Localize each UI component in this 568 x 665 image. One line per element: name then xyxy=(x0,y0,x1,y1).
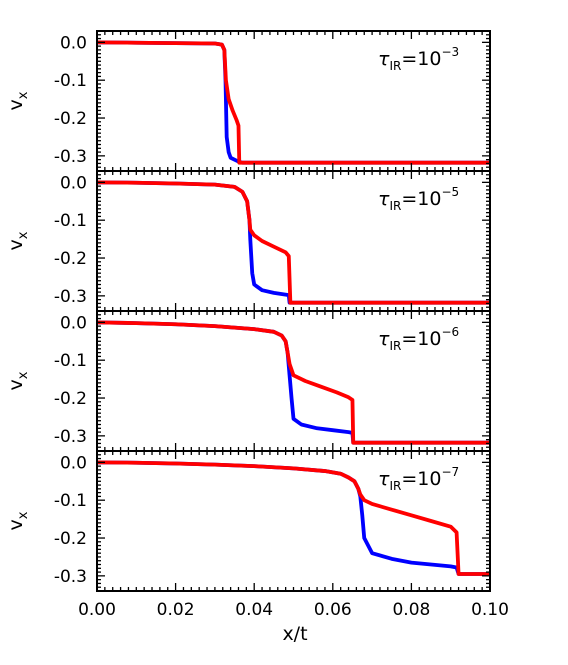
tau-exponent: −7 xyxy=(441,465,459,479)
y-tick-label: -0.2 xyxy=(54,389,87,409)
tau-base: =10 xyxy=(401,48,441,70)
tau-base: =10 xyxy=(401,328,441,350)
y-axis-label-subscript: x xyxy=(16,371,31,379)
y-axis-label-base: v xyxy=(5,519,27,530)
y-axis-label: vx xyxy=(5,371,31,390)
tau-base: =10 xyxy=(401,468,441,490)
y-tick-label: -0.1 xyxy=(54,351,87,371)
y-tick-label: -0.2 xyxy=(54,529,87,549)
y-axis-label-subscript: x xyxy=(16,231,31,239)
x-tick-label: 0.08 xyxy=(392,600,430,620)
tau-symbol: τ xyxy=(378,468,390,490)
tau-subscript: IR xyxy=(389,479,401,493)
y-axis-label: vx xyxy=(5,91,31,110)
y-axis-label-subscript: x xyxy=(16,511,31,519)
x-tick-label: 0.00 xyxy=(78,600,116,620)
tau-annotation: τIR=10−7 xyxy=(378,465,459,493)
y-tick-label: -0.3 xyxy=(54,147,87,167)
y-tick-label: -0.1 xyxy=(54,211,87,231)
y-tick-label: 0.0 xyxy=(60,313,87,333)
y-axis-label: vx xyxy=(5,511,31,530)
series-red-line xyxy=(97,460,490,576)
x-tick-label: 0.02 xyxy=(157,600,195,620)
panel-1: 0.0 -0.1 -0.2 -0.3 vx τIR=10−3 xyxy=(5,30,491,172)
y-axis-label-base: v xyxy=(5,239,27,250)
tau-subscript: IR xyxy=(389,339,401,353)
x-tick-label: 0.06 xyxy=(314,600,352,620)
series-red-line xyxy=(97,180,490,305)
y-tick-label: -0.2 xyxy=(54,109,87,129)
tau-symbol: τ xyxy=(378,188,390,210)
tau-exponent: −5 xyxy=(441,185,459,199)
x-tick-label: 0.10 xyxy=(471,600,509,620)
tau-subscript: IR xyxy=(389,59,401,73)
series-red-line xyxy=(97,320,490,445)
tau-symbol: τ xyxy=(378,48,390,70)
tau-annotation: τIR=10−6 xyxy=(378,325,459,353)
y-axis-label-subscript: x xyxy=(16,91,31,99)
y-axis-label-base: v xyxy=(5,379,27,390)
x-tick-label: 0.04 xyxy=(235,600,273,620)
x-axis-label: x/t xyxy=(282,623,307,645)
panel-3: 0.0 -0.1 -0.2 -0.3 vx τIR=10−6 xyxy=(5,310,491,452)
y-tick-label: -0.3 xyxy=(54,567,87,587)
y-tick-label: -0.3 xyxy=(54,287,87,307)
y-axis-label-base: v xyxy=(5,99,27,110)
tau-subscript: IR xyxy=(389,199,401,213)
tau-symbol: τ xyxy=(378,328,390,350)
series-red-line xyxy=(97,40,490,165)
y-axis-label: vx xyxy=(5,231,31,250)
y-tick-label: -0.2 xyxy=(54,249,87,269)
y-tick-label: 0.0 xyxy=(60,173,87,193)
tau-base: =10 xyxy=(401,188,441,210)
y-tick-label: -0.1 xyxy=(54,491,87,511)
tau-exponent: −3 xyxy=(441,45,459,59)
tau-annotation: τIR=10−5 xyxy=(378,185,459,213)
tau-exponent: −6 xyxy=(441,325,459,339)
y-tick-label: 0.0 xyxy=(60,453,87,473)
y-tick-label: -0.1 xyxy=(54,71,87,91)
panel-2: 0.0 -0.1 -0.2 -0.3 vx τIR=10−5 xyxy=(5,170,491,312)
tau-annotation: τIR=10−3 xyxy=(378,45,459,73)
y-tick-label: 0.0 xyxy=(60,33,87,53)
y-tick-label: -0.3 xyxy=(54,427,87,447)
panel-4: 0.0 -0.1 -0.2 -0.3 vx τIR=10−7 0.00 0.02 0.04 0.0… xyxy=(5,450,509,620)
